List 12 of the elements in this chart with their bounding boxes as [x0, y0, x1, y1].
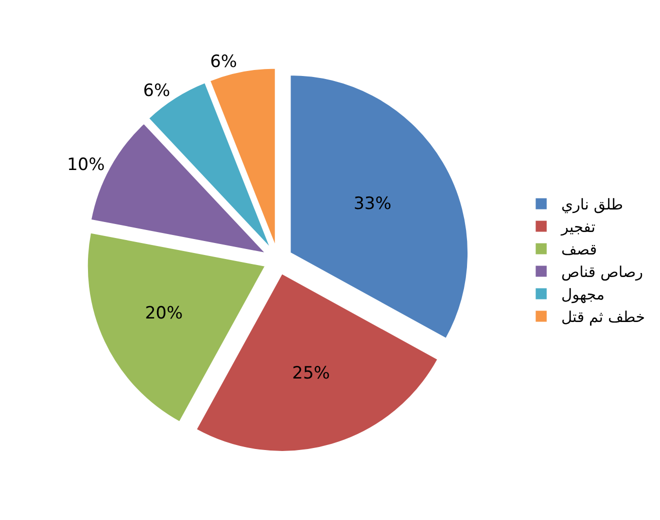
data-label: 10% [66, 155, 105, 176]
legend-label: خطف ثم قتل [561, 308, 646, 326]
data-label: 6% [143, 80, 170, 101]
legend-label: قصف [561, 240, 597, 259]
legend-label: مجهول [561, 286, 604, 304]
data-label: 25% [292, 364, 330, 384]
data-label: 20% [144, 304, 183, 324]
legend-label: رصاص قناص [561, 263, 644, 282]
legend-label: طلق ناري [561, 196, 624, 214]
legend-label: تفجير [560, 218, 596, 236]
data-label: 33% [354, 194, 392, 214]
data-label: 6% [210, 52, 238, 72]
